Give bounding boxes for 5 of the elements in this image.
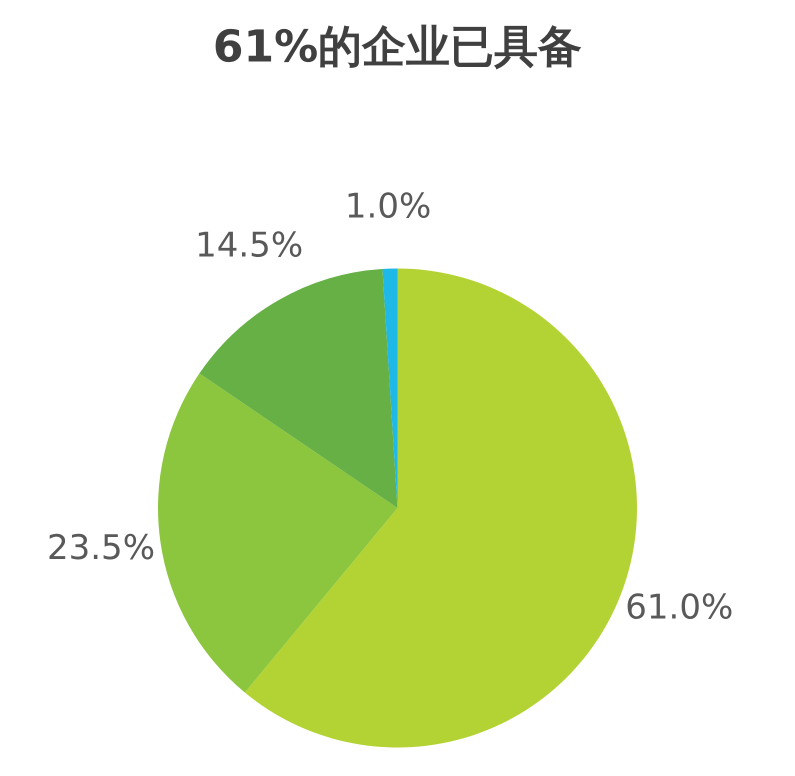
chart-title: 61%的企业已具备 bbox=[212, 21, 582, 72]
data-label: 1.0% bbox=[344, 186, 432, 226]
data-label: 14.5% bbox=[195, 226, 304, 266]
data-label: 23.5% bbox=[46, 528, 155, 568]
data-label: 61.0% bbox=[625, 587, 734, 628]
